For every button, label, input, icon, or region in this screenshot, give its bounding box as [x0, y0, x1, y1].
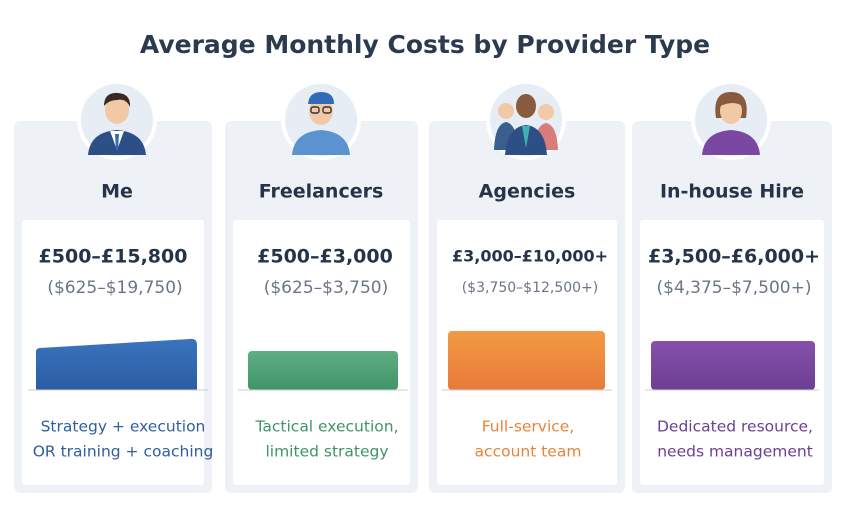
cost-bar [248, 351, 398, 390]
gbp-range: £500–£15,800 [39, 246, 188, 268]
card: Me £500–£15,800 ($625–$19,750) Strategy … [14, 121, 213, 493]
gbp-range: £500–£3,000 [257, 246, 393, 268]
description: OR training + coaching [33, 443, 214, 461]
title: Average Monthly Costs by Provider Type [140, 30, 710, 59]
usd-range: ($3,750–$12,500+) [462, 280, 599, 296]
description: Strategy + execution [41, 418, 206, 436]
description: Tactical execution, [254, 418, 398, 436]
usd-range: ($625–$19,750) [47, 278, 182, 298]
usd-range: ($4,375–$7,500+) [657, 278, 812, 298]
description: Full-service, [482, 418, 575, 436]
cost-bar [448, 331, 605, 390]
avatar [281, 80, 361, 160]
card-name: In-house Hire [660, 181, 804, 203]
card: Freelancers £500–£3,000 ($625–$3,750) Ta… [225, 121, 418, 493]
cost-bar [36, 338, 197, 390]
card: Agencies £3,000–£10,000+ ($3,750–$12,500… [429, 121, 625, 493]
description: needs management [657, 443, 813, 461]
gbp-range: £3,500–£6,000+ [648, 246, 820, 268]
avatar [691, 80, 771, 160]
card-name: Freelancers [259, 181, 384, 203]
usd-range: ($625–$3,750) [264, 278, 389, 298]
description: account team [475, 443, 582, 461]
card: In-house Hire £3,500–£6,000+ ($4,375–$7,… [632, 121, 832, 493]
avatar [486, 80, 566, 160]
cost-bar [651, 341, 815, 390]
description: limited strategy [265, 443, 388, 461]
description: Dedicated resource, [657, 418, 813, 436]
card-name: Me [101, 181, 133, 203]
card-name: Agencies [479, 181, 576, 203]
gbp-range: £3,000–£10,000+ [452, 247, 608, 266]
avatar [77, 80, 157, 160]
